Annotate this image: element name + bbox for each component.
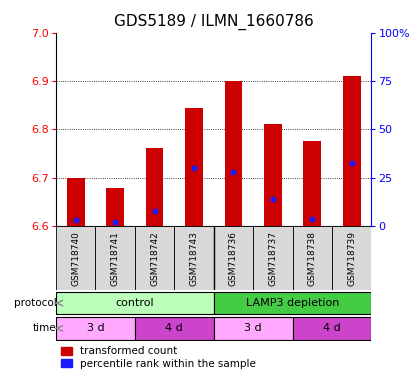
- FancyBboxPatch shape: [214, 226, 253, 290]
- Bar: [146, 148, 164, 226]
- FancyBboxPatch shape: [293, 317, 371, 340]
- FancyBboxPatch shape: [214, 317, 293, 340]
- Bar: [225, 81, 242, 226]
- FancyBboxPatch shape: [214, 292, 371, 314]
- Text: GSM718736: GSM718736: [229, 231, 238, 286]
- Text: LAMP3 depletion: LAMP3 depletion: [246, 298, 339, 308]
- Text: time: time: [33, 323, 56, 333]
- Text: GSM718742: GSM718742: [150, 231, 159, 286]
- FancyBboxPatch shape: [95, 226, 135, 290]
- Text: 3 d: 3 d: [87, 323, 104, 333]
- Bar: [303, 141, 321, 226]
- FancyBboxPatch shape: [135, 226, 174, 290]
- FancyBboxPatch shape: [56, 317, 135, 340]
- Text: GSM718739: GSM718739: [347, 231, 356, 286]
- FancyBboxPatch shape: [293, 226, 332, 290]
- Bar: [106, 188, 124, 226]
- Text: GSM718738: GSM718738: [308, 231, 317, 286]
- Text: 4 d: 4 d: [323, 323, 341, 333]
- Bar: [185, 108, 203, 226]
- FancyBboxPatch shape: [56, 292, 214, 314]
- Bar: [264, 124, 282, 226]
- Text: control: control: [115, 298, 154, 308]
- Legend: transformed count, percentile rank within the sample: transformed count, percentile rank withi…: [61, 346, 256, 369]
- FancyBboxPatch shape: [135, 317, 214, 340]
- Text: 4 d: 4 d: [166, 323, 183, 333]
- Text: GSM718743: GSM718743: [190, 231, 198, 286]
- FancyBboxPatch shape: [174, 226, 214, 290]
- Text: GSM718737: GSM718737: [269, 231, 277, 286]
- FancyBboxPatch shape: [253, 226, 293, 290]
- FancyBboxPatch shape: [332, 226, 371, 290]
- Title: GDS5189 / ILMN_1660786: GDS5189 / ILMN_1660786: [114, 14, 314, 30]
- FancyBboxPatch shape: [56, 226, 95, 290]
- Text: protocol: protocol: [14, 298, 56, 308]
- Text: GSM718741: GSM718741: [111, 231, 120, 286]
- Bar: [343, 76, 361, 226]
- Bar: [67, 178, 85, 226]
- Text: GSM718740: GSM718740: [71, 231, 80, 286]
- Text: 3 d: 3 d: [244, 323, 262, 333]
